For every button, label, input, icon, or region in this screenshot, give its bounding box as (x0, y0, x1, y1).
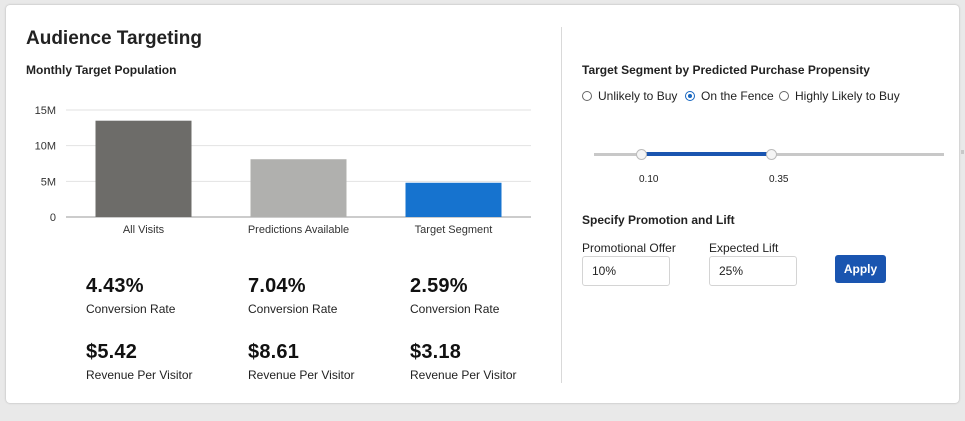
scrollbar-edge (961, 150, 964, 154)
bar (250, 159, 347, 217)
expected-lift-input[interactable]: 25% (709, 256, 797, 286)
metric-predictions-conversion: 7.04% Conversion Rate (248, 275, 337, 316)
slider-low-thumb[interactable] (636, 149, 647, 160)
conversion-rate-label: Conversion Rate (248, 302, 338, 316)
conversion-rate-value: 7.04% (248, 275, 306, 297)
radio-selected-icon (685, 91, 695, 101)
population-bar-chart: 15M 10M 5M 0 All Visits Predictions Available… (35, 105, 531, 236)
radio-highly-likely-to-buy[interactable]: Highly Likely to Buy (779, 89, 900, 103)
metric-all-revenue: $5.42 Revenue Per Visitor (86, 341, 193, 382)
metric-predictions-revenue: $8.61 Revenue Per Visitor (248, 341, 355, 382)
revenue-per-visitor-value: $3.18 (410, 341, 462, 363)
conversion-rate-value: 2.59% (410, 275, 468, 297)
audience-targeting-card: Audience Targeting Monthly Target Popula… (6, 5, 959, 403)
slider-high-thumb[interactable] (766, 149, 777, 160)
radio-circle-icon (779, 91, 789, 101)
x-category-label: Target Segment (415, 224, 493, 236)
slider-high-value: 0.35 (769, 174, 789, 185)
revenue-per-visitor-label: Revenue Per Visitor (86, 368, 193, 382)
y-tick-label: 10M (35, 141, 56, 153)
radio-unlikely-to-buy[interactable]: Unlikely to Buy (582, 89, 677, 103)
metric-all-conversion: 4.43% Conversion Rate (86, 275, 175, 316)
radio-label: Highly Likely to Buy (795, 89, 900, 103)
revenue-per-visitor-label: Revenue Per Visitor (248, 368, 355, 382)
slider-selected-range (641, 152, 771, 156)
expected-lift-label: Expected Lift (709, 241, 779, 255)
y-tick-label: 0 (50, 212, 56, 224)
card-title: Audience Targeting (26, 28, 202, 49)
segment-heading: Target Segment by Predicted Purchase Pro… (582, 63, 870, 77)
promotional-offer-input[interactable]: 10% (582, 256, 670, 286)
promotion-heading: Specify Promotion and Lift (582, 213, 735, 227)
conversion-rate-label: Conversion Rate (410, 302, 500, 316)
slider-low-value: 0.10 (639, 174, 659, 185)
y-tick-label: 5M (41, 176, 56, 188)
radio-circle-icon (582, 91, 592, 101)
section-divider (561, 27, 562, 383)
revenue-per-visitor-label: Revenue Per Visitor (410, 368, 517, 382)
bar (405, 182, 502, 217)
revenue-per-visitor-value: $5.42 (86, 341, 138, 363)
y-tick-label: 15M (35, 105, 56, 117)
conversion-rate-label: Conversion Rate (86, 302, 176, 316)
conversion-rate-value: 4.43% (86, 275, 144, 297)
promotional-offer-label: Promotional Offer (582, 241, 676, 255)
metric-target-revenue: $3.18 Revenue Per Visitor (410, 341, 517, 382)
revenue-per-visitor-value: $8.61 (248, 341, 300, 363)
bar (95, 120, 192, 217)
radio-label: On the Fence (701, 89, 774, 103)
population-heading: Monthly Target Population (26, 63, 177, 77)
x-category-label: Predictions Available (248, 224, 349, 236)
x-category-label: All Visits (123, 224, 165, 236)
radio-on-the-fence[interactable]: On the Fence (685, 89, 774, 103)
radio-label: Unlikely to Buy (598, 89, 678, 103)
apply-button[interactable]: Apply (835, 255, 886, 283)
metric-target-conversion: 2.59% Conversion Rate (410, 275, 499, 316)
